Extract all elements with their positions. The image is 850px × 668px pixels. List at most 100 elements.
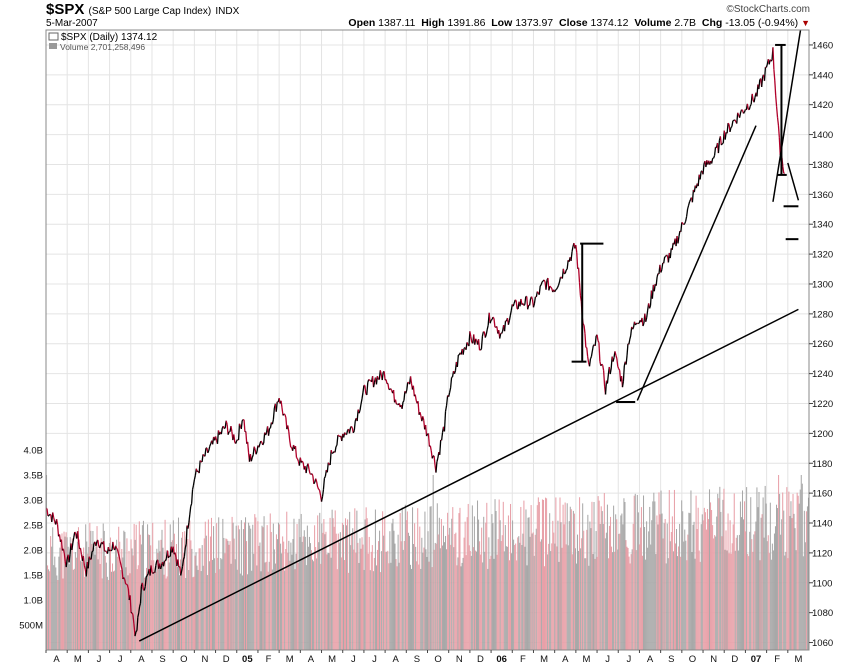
volume-bar [542,499,545,650]
volume-bar [653,492,655,650]
volume-bar [767,535,769,650]
volume-bar [555,497,557,650]
volume-bar [454,533,456,650]
price-segment [427,433,431,447]
price-segment [394,399,398,405]
volume-bar [682,511,684,650]
volume-bar [177,517,180,650]
volume-bar [411,568,413,650]
price-segment [288,431,291,441]
volume-bar [396,566,398,650]
volume-bar [331,509,333,650]
price-segment [402,400,405,403]
volume-bar [586,529,588,650]
price-segment [575,245,578,253]
price-segment [174,552,177,558]
volume-bar [492,523,494,650]
volume-axis: 500M 1.0B 1.5B 2.0B 2.5B 3.0B 3.5B 4.0B [19,446,43,632]
volume-bar [189,520,191,650]
price-segment [729,127,732,133]
volume-bar [663,523,665,650]
volume-bar [692,524,694,650]
price-segment [90,551,93,560]
volume-bar [343,560,346,650]
volume-bar [292,539,294,650]
price-segment [598,342,601,362]
volume-bar [567,545,569,650]
volume-bar [81,561,83,650]
volume-bar [285,549,287,650]
volume-bar [325,531,327,650]
volume-bar [635,550,637,650]
price-segment [177,559,180,568]
price-segment [597,340,600,343]
volume-bar [646,521,648,650]
price-segment [653,283,656,292]
volume-bar [182,531,184,650]
volume-bar [418,564,420,650]
volume-bar [714,535,716,650]
volume-bar [502,501,504,650]
volume-bar [57,580,59,650]
volume-bar [164,519,166,650]
volume-bar [572,510,574,650]
volume-bar [514,545,516,650]
volume-bar [312,559,314,650]
volume-bar [749,531,751,650]
price-segment [336,435,339,446]
volume-bar [124,531,126,650]
volume-bar [654,501,656,650]
volume-bar [718,498,720,650]
low-value: 1373.97 [515,17,554,29]
volume-bar [467,503,469,650]
volume-bar [438,517,440,650]
price-segment [141,582,144,590]
volume-bar [772,550,774,650]
brand-watermark[interactable]: ©StockCharts.com [726,4,810,15]
volume-bar [268,561,270,650]
volume-bar [149,535,151,650]
volume-bar [434,542,436,650]
volume-bar [77,527,79,650]
price-segment [761,76,764,87]
price-segment [726,123,729,134]
volume-bar [798,503,800,650]
volume-bar [406,511,408,650]
price-segment [162,560,166,567]
volume-bar [345,518,347,650]
price-segment [241,419,244,422]
price-segment [181,559,185,567]
volume-bar [647,547,649,650]
volume-bar [525,509,527,650]
price-tick-label: 1100 [812,578,832,589]
volume-bar [480,554,482,650]
volume-bar [184,531,186,650]
volume-bar [685,540,687,650]
volume-bar [591,501,593,650]
volume-bar [50,536,52,650]
month-tick-label: M [540,654,548,665]
volume-bar [119,541,121,650]
price-tick-label: 1180 [812,459,832,470]
volume-bar [379,530,381,650]
volume-bar [67,546,69,650]
price-segment [160,565,163,570]
volume-bar [634,493,636,650]
volume-bar [459,507,461,650]
volume-value: 2.7B [674,17,697,29]
volume-bar [375,565,377,650]
volume-bar [449,527,451,650]
volume-bar [384,517,386,650]
volume-bar [72,569,74,650]
volume-bar [239,573,241,650]
volume-bar [433,549,435,650]
volume-bar [495,510,497,650]
price-segment [281,407,284,416]
month-axis: A M J J A S O N D 05 F M A M J J A S O N D 06 F M A M J J A S O N D 07 F M [45,650,802,665]
volume-bar [294,569,296,650]
volume-bar [175,544,177,650]
quote-summary: Open 1387.11 High 1391.86 Low 1373.97 Cl… [348,17,810,29]
volume-bar [691,551,693,650]
volume-tick-label: 3.5B [23,471,43,482]
